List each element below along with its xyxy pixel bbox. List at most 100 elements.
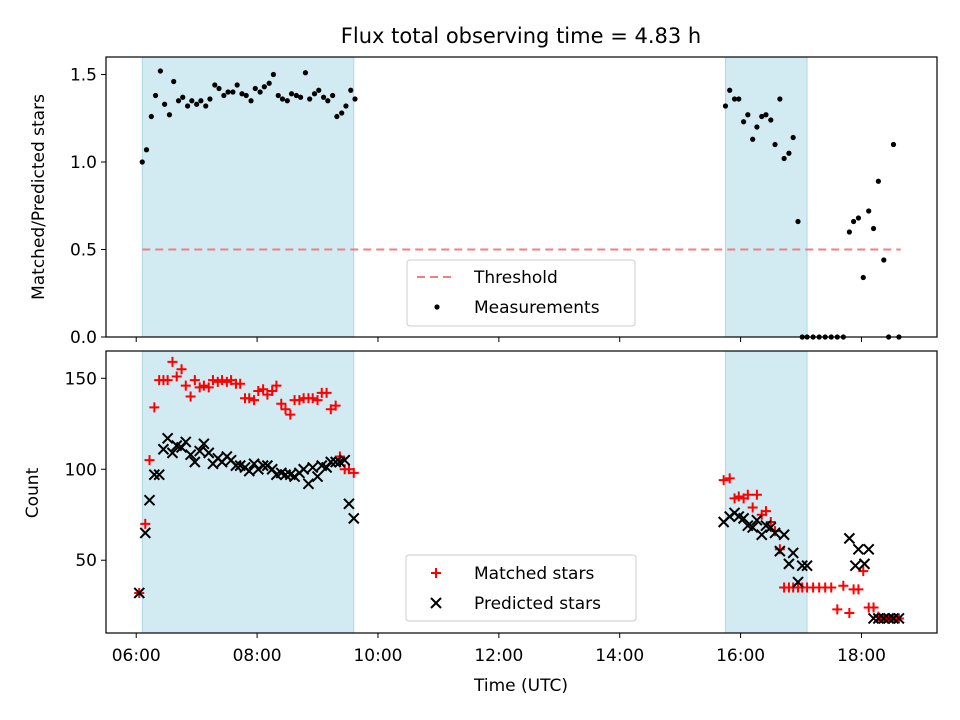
top-y-tick-label: 1.5	[70, 66, 97, 86]
matched-stars-point	[742, 489, 753, 500]
predicted-stars-point	[297, 463, 310, 475]
predicted-stars-point	[843, 532, 856, 545]
legend-matched-swatch	[431, 568, 441, 578]
matched-stars-point	[140, 518, 151, 529]
measurements-point	[866, 208, 872, 214]
legend-predicted-swatch	[430, 597, 442, 609]
matched-stars-point	[321, 387, 332, 398]
measurements-point	[352, 96, 358, 102]
measurements-point	[727, 87, 733, 93]
measurements-point	[316, 87, 322, 93]
predicted-stars-point	[862, 543, 875, 556]
predicted-stars-point	[193, 445, 206, 457]
matched-stars-point	[185, 391, 196, 402]
matched-stars-point	[144, 455, 155, 466]
matched-stars-point	[267, 386, 278, 397]
predicted-stars-point	[166, 447, 179, 459]
measurements-point	[781, 155, 787, 162]
measurements-point	[148, 113, 154, 120]
measurements-point	[139, 159, 145, 165]
matched-stars-point	[747, 502, 758, 513]
matched-stars-point	[868, 602, 879, 613]
matched-stars-point	[149, 402, 160, 413]
matched-stars-point	[203, 382, 214, 393]
measurements-point	[275, 92, 281, 99]
matched-stars-point	[330, 400, 341, 411]
bottom-observing-window	[724, 350, 808, 634]
predicted-stars-point	[139, 527, 151, 539]
measurements-point	[234, 82, 240, 88]
bottom-axes-frame	[105, 350, 938, 634]
predicted-stars-point	[783, 558, 795, 570]
measurements-point	[325, 98, 331, 104]
measurements-point	[731, 96, 738, 102]
matched-stars-point	[198, 380, 209, 391]
matched-stars-point	[832, 604, 843, 615]
predicted-stars-point	[257, 459, 269, 472]
top-observing-window	[141, 56, 355, 338]
matched-stars-point	[162, 375, 173, 386]
matched-stars-point	[718, 475, 729, 486]
predicted-stars-point	[769, 527, 781, 539]
bottom-panel: 50 100 150 06:00 08:00 10:00 12:00 14:00 16:00 18…	[65, 350, 938, 666]
measurements-point	[777, 96, 783, 102]
x-tick-label: 18:00	[837, 646, 886, 666]
measurements-point	[754, 124, 760, 130]
matched-stars-point	[751, 489, 762, 500]
predicted-stars-point	[849, 559, 862, 572]
predicted-stars-point	[751, 514, 763, 526]
measurements-point	[870, 225, 877, 232]
chart-title: Flux total observing time = 4.83 h	[341, 24, 701, 48]
matched-stars-point	[853, 584, 864, 595]
measurements-point	[334, 113, 340, 120]
measurements-point	[171, 78, 177, 85]
measurements-point	[875, 178, 881, 184]
matched-stars-point	[826, 582, 837, 593]
measurements-point	[302, 70, 309, 76]
predicted-stars-point	[893, 612, 905, 625]
predicted-stars-point	[756, 529, 768, 541]
matched-stars-point	[258, 384, 269, 395]
predicted-stars-point	[792, 576, 804, 588]
measurements-point	[152, 92, 159, 99]
top-legend-box	[406, 259, 636, 327]
measurements-point	[180, 94, 186, 100]
predicted-stars-point	[882, 612, 895, 625]
measurements-point	[330, 92, 336, 99]
predicted-stars-point	[279, 469, 292, 481]
matched-stars-point	[180, 380, 191, 391]
measurements-point	[184, 103, 191, 109]
bottom-y-tick-label: 100	[65, 460, 97, 480]
matched-stars-point	[235, 378, 246, 389]
measurements-point	[343, 103, 349, 109]
predicted-stars-point	[198, 438, 210, 450]
measurements-point	[248, 98, 254, 104]
measurements-point	[257, 89, 263, 95]
measurements-point	[850, 218, 857, 225]
x-axis-label: Time (UTC)	[473, 676, 568, 696]
measurements-point	[890, 141, 897, 148]
matched-stars-point	[244, 393, 255, 404]
predicted-stars-point	[778, 529, 790, 541]
measurements-point	[216, 85, 222, 92]
predicted-stars-point	[774, 545, 786, 557]
matched-stars-point	[844, 607, 855, 618]
measurements-point	[311, 91, 318, 97]
predicted-stars-point	[143, 494, 156, 506]
matched-stars-point	[838, 580, 849, 591]
predicted-stars-point	[348, 512, 360, 525]
measurements-point	[212, 82, 218, 88]
measurements-point	[768, 117, 774, 123]
matched-stars-point	[348, 467, 359, 478]
measurements-point	[207, 96, 213, 102]
measurements-point	[162, 101, 168, 107]
top-panel: 0.0 0.5 1.0 1.5 Threshold Measurements	[70, 56, 938, 348]
predicted-stars-point	[157, 443, 170, 455]
bottom-y-axis-label: Count	[23, 467, 43, 518]
matched-stars-point	[253, 386, 264, 397]
matched-stars-point	[280, 404, 291, 415]
matched-stars-point	[276, 398, 287, 409]
predicted-stars-point	[339, 454, 351, 466]
predicted-stars-point	[867, 612, 880, 625]
predicted-stars-point	[243, 465, 255, 477]
